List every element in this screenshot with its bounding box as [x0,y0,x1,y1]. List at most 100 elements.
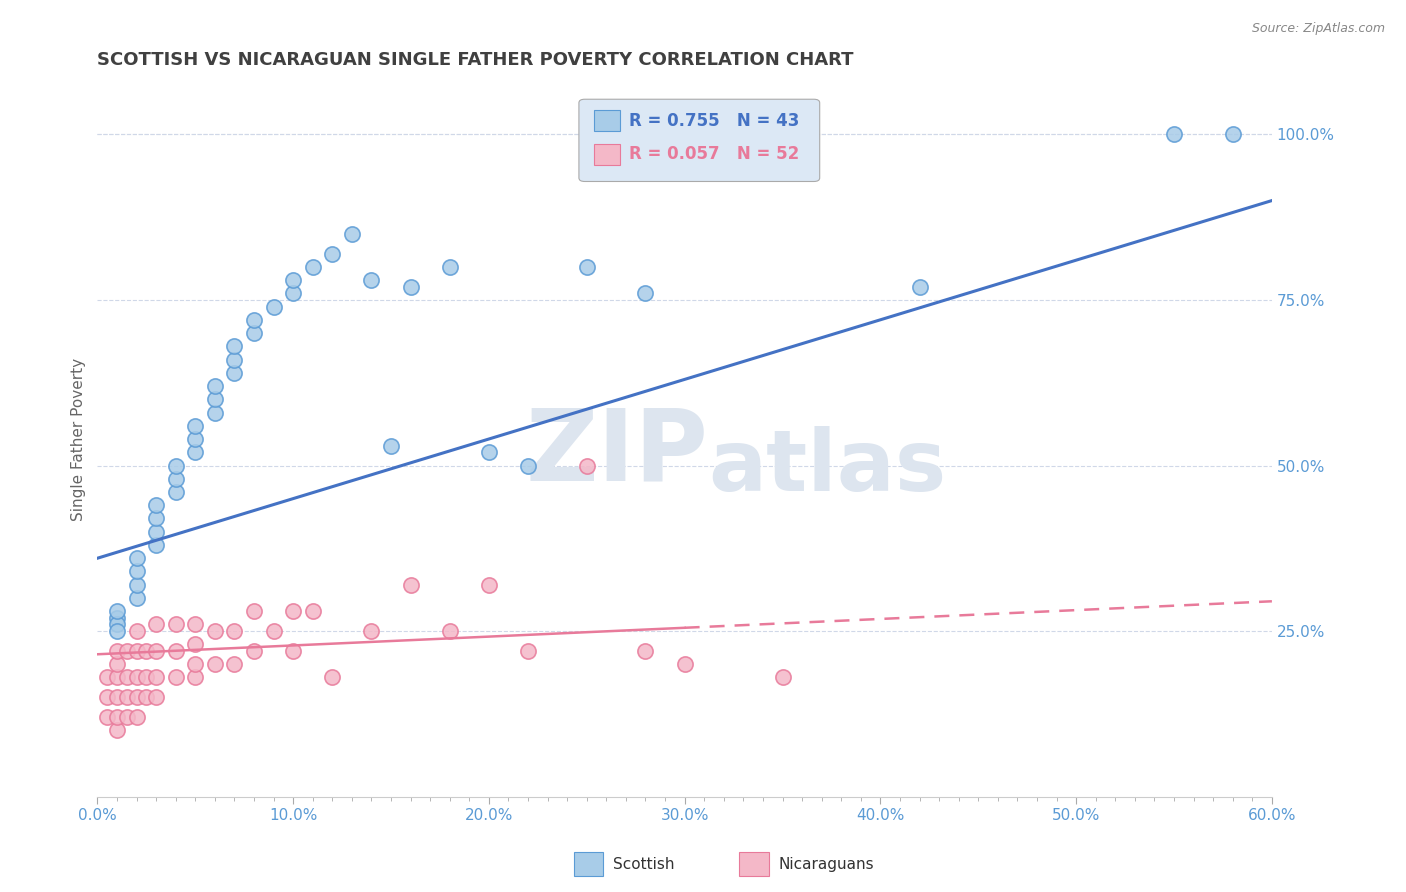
Text: R = 0.755   N = 43: R = 0.755 N = 43 [630,112,800,129]
Point [243,313,266,327]
Point [399,578,422,592]
Point [115,710,138,724]
Point [145,670,167,684]
Point [184,670,207,684]
Point [165,670,187,684]
Point [165,644,187,658]
Point [243,644,266,658]
Point [281,604,304,618]
Text: Scottish: Scottish [613,857,675,871]
Y-axis label: Single Father Poverty: Single Father Poverty [72,358,86,521]
Point [165,617,187,632]
Point [145,538,167,552]
Point [575,260,598,274]
Point [380,439,402,453]
Point [224,657,246,672]
Point [478,445,501,459]
Point [281,286,304,301]
Point [145,524,167,539]
Point [145,644,167,658]
Point [301,260,323,274]
Point [165,485,187,500]
Point [301,604,323,618]
Point [184,432,207,446]
Point [115,690,138,705]
Point [145,511,167,525]
Point [908,279,931,293]
Point [125,690,148,705]
Point [575,458,598,473]
Point [478,578,501,592]
Point [263,300,285,314]
Point [184,418,207,433]
Point [439,624,461,638]
Point [1222,128,1244,142]
Point [125,578,148,592]
Point [224,339,246,353]
Point [263,624,285,638]
Point [105,690,128,705]
Point [125,710,148,724]
Point [634,286,657,301]
FancyBboxPatch shape [579,99,820,181]
Text: SCOTTISH VS NICARAGUAN SINGLE FATHER POVERTY CORRELATION CHART: SCOTTISH VS NICARAGUAN SINGLE FATHER POV… [97,51,853,69]
Point [224,624,246,638]
Point [96,670,118,684]
Point [360,624,382,638]
Point [96,690,118,705]
Point [243,326,266,340]
Point [125,644,148,658]
Point [125,551,148,566]
Point [1163,128,1185,142]
FancyBboxPatch shape [595,110,620,131]
Point [224,352,246,367]
Text: ZIP: ZIP [526,405,709,502]
Point [165,472,187,486]
FancyBboxPatch shape [595,144,620,165]
Point [135,690,157,705]
Text: Source: ZipAtlas.com: Source: ZipAtlas.com [1251,22,1385,36]
Point [125,670,148,684]
Point [105,657,128,672]
FancyBboxPatch shape [574,853,603,876]
Point [439,260,461,274]
Point [145,498,167,512]
Point [184,657,207,672]
Point [96,710,118,724]
Point [243,604,266,618]
Point [184,445,207,459]
Point [772,670,794,684]
Point [399,279,422,293]
Point [204,657,226,672]
Point [105,644,128,658]
Point [281,644,304,658]
Point [204,379,226,393]
Point [145,690,167,705]
Text: Nicaraguans: Nicaraguans [779,857,875,871]
Point [105,617,128,632]
Point [321,670,343,684]
Point [673,657,696,672]
Point [204,624,226,638]
Point [125,591,148,605]
Point [184,637,207,651]
Point [135,644,157,658]
Point [105,611,128,625]
Point [115,670,138,684]
Point [105,624,128,638]
Point [634,644,657,658]
Point [340,227,363,241]
Point [360,273,382,287]
Point [125,565,148,579]
Point [184,617,207,632]
Point [517,458,540,473]
Point [105,670,128,684]
Point [125,624,148,638]
FancyBboxPatch shape [740,853,769,876]
Point [281,273,304,287]
Point [135,670,157,684]
Point [204,405,226,419]
Point [321,246,343,260]
Point [105,710,128,724]
Text: R = 0.057   N = 52: R = 0.057 N = 52 [630,145,800,163]
